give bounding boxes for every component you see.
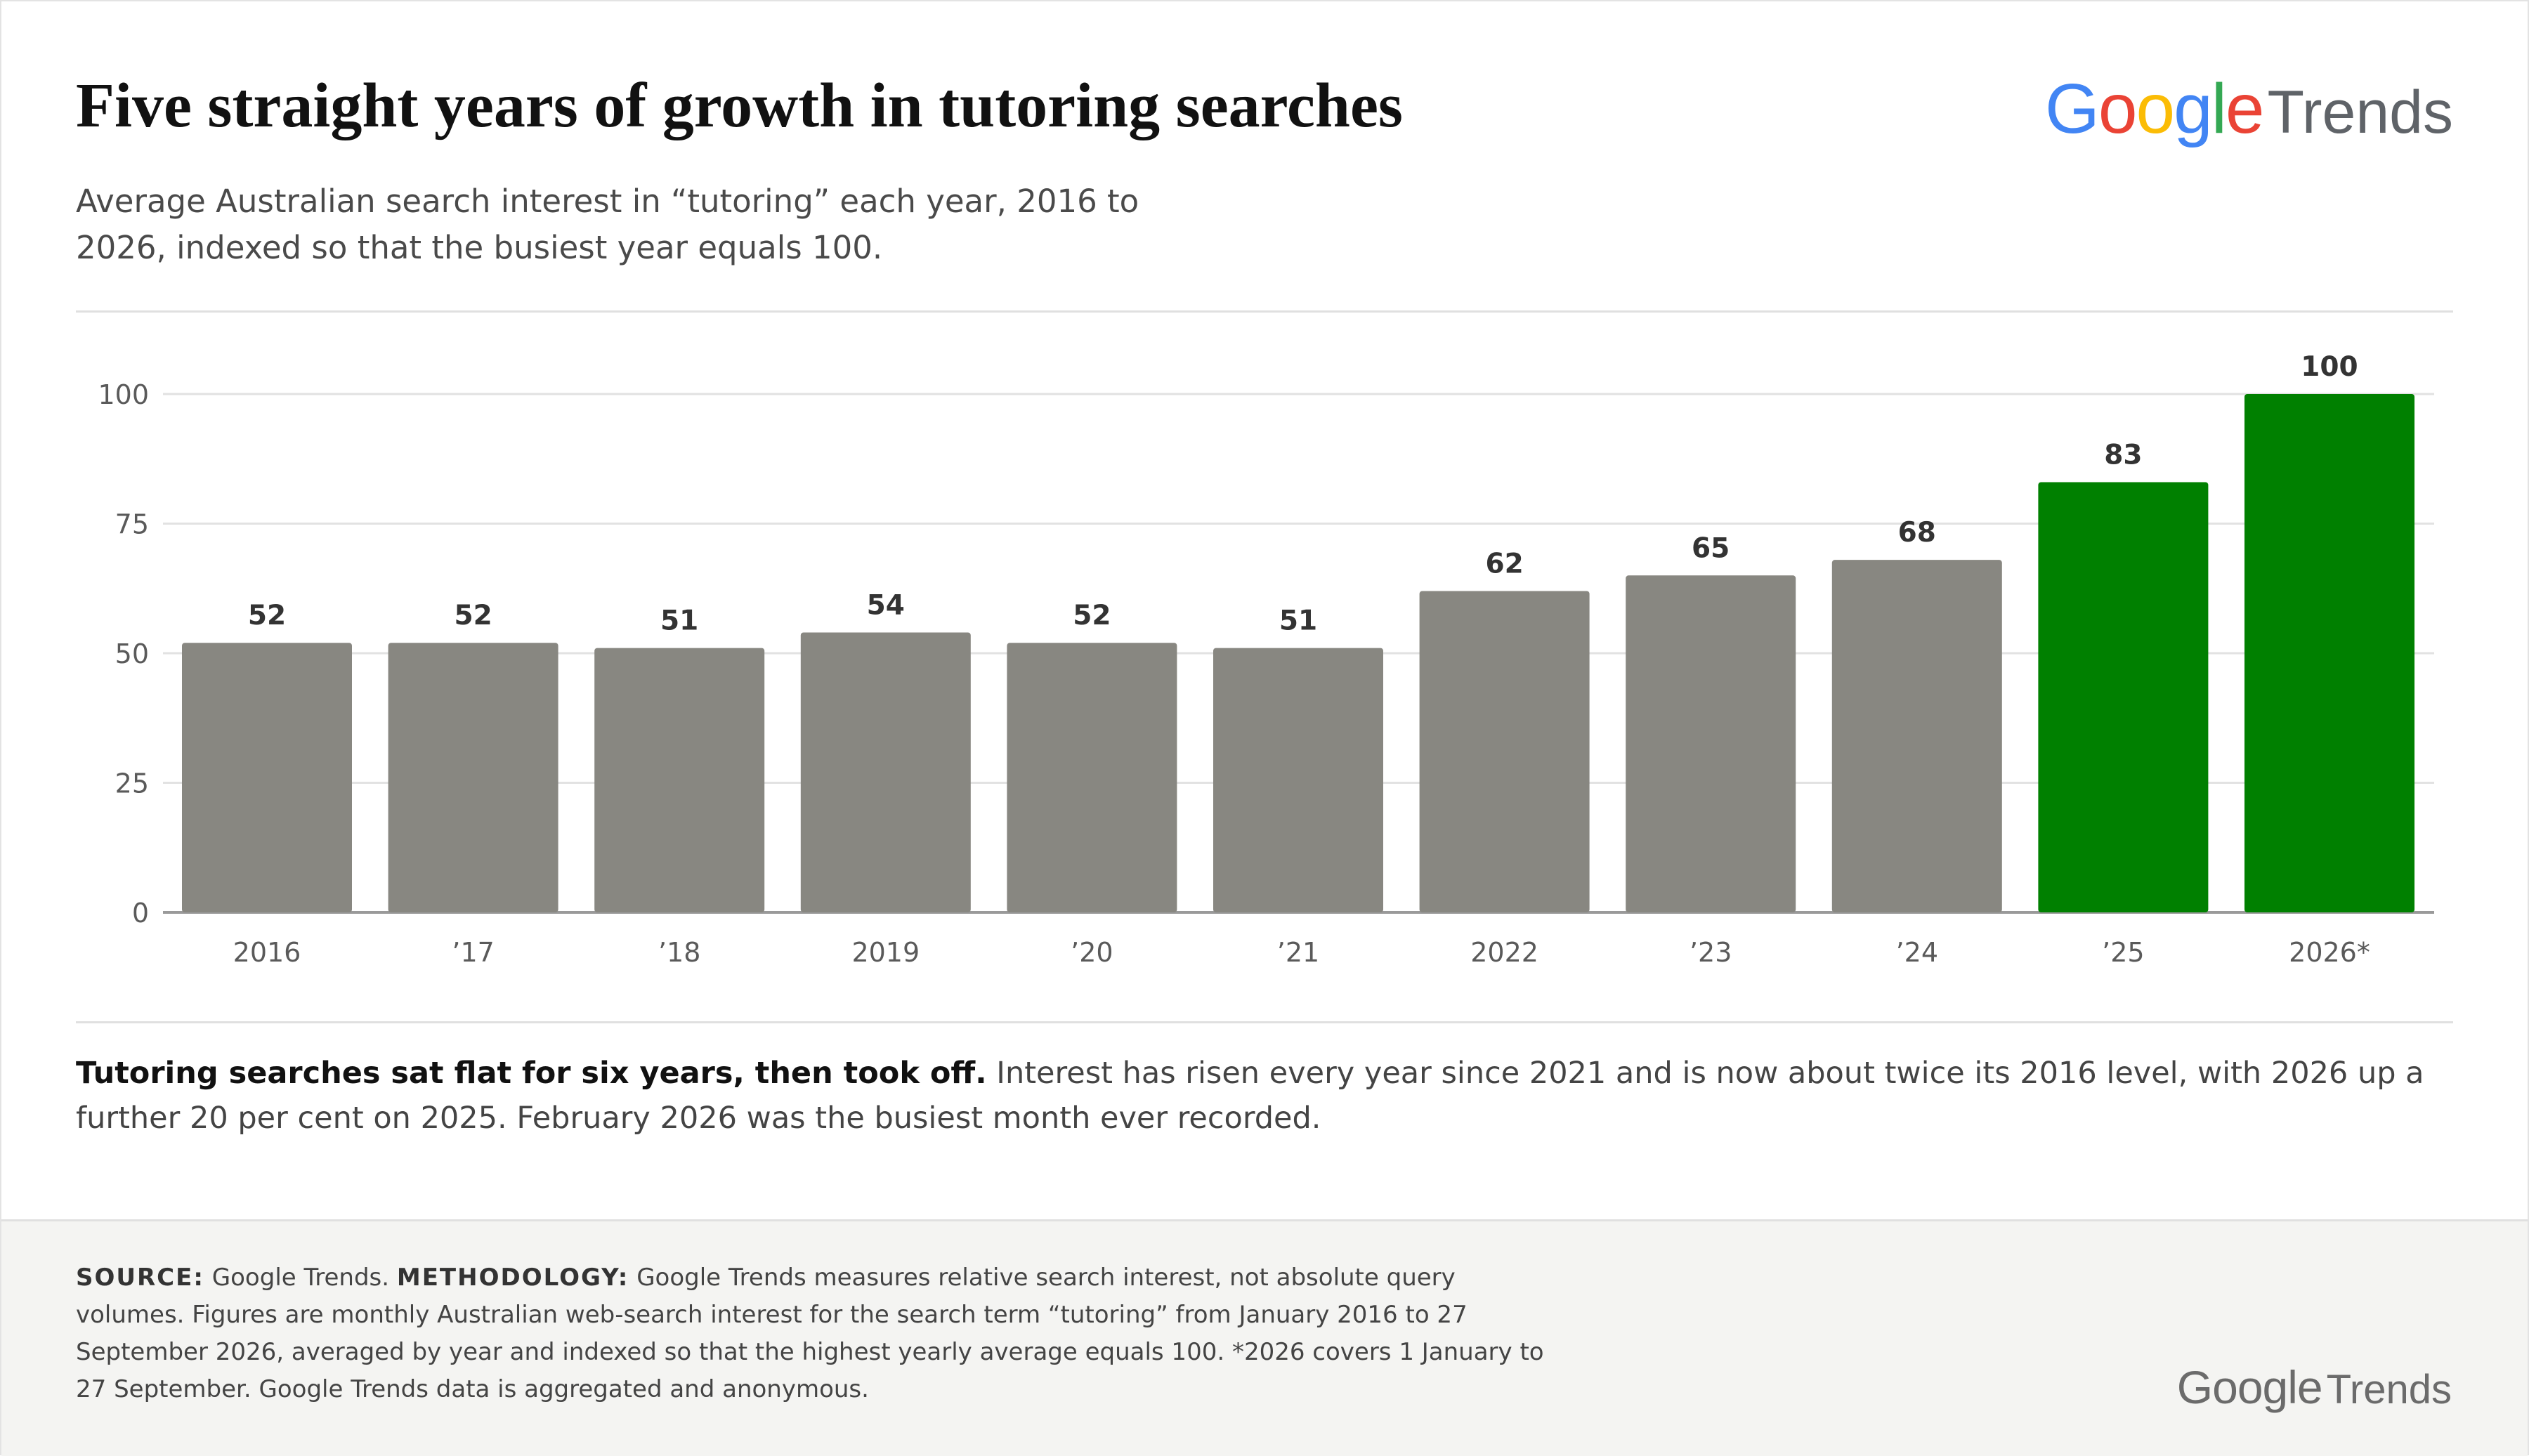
takeaway-lead: Tutoring searches sat flat for six years… — [76, 1056, 987, 1091]
y-tick-label: 75 — [115, 509, 149, 540]
google-trends-logo-footer: Google Trends — [2177, 1360, 2452, 1414]
chart-title: Five straight years of growth in tutorin… — [76, 71, 1403, 140]
x-tick-label: ’21 — [1277, 937, 1319, 968]
bar — [1419, 591, 1590, 912]
bar — [2244, 394, 2414, 912]
data-label: 65 — [1692, 532, 1730, 564]
data-label: 83 — [2104, 439, 2142, 471]
google-wordmark: Google — [2045, 69, 2265, 150]
google-trends-logo: Google Trends — [2045, 69, 2453, 150]
google-letter: g — [2174, 70, 2213, 148]
bar — [1626, 575, 1796, 912]
google-letter: e — [2225, 70, 2265, 148]
google-wordmark-footer: Google — [2176, 1361, 2323, 1413]
methodology-label: METHODOLOGY: — [396, 1264, 629, 1292]
y-tick-label: 100 — [98, 379, 149, 410]
bar — [1007, 643, 1177, 912]
bar — [594, 648, 765, 912]
x-tick-label: ’20 — [1071, 937, 1113, 968]
data-label: 100 — [2301, 351, 2358, 383]
google-letter: l — [2211, 70, 2227, 148]
source-note: SOURCE: Google Trends. METHODOLOGY: Goog… — [76, 1259, 1551, 1408]
trends-wordmark: Trends — [2267, 79, 2453, 146]
bars — [182, 394, 2414, 912]
source-label: SOURCE: — [76, 1264, 204, 1292]
x-tick-label: 2019 — [851, 937, 920, 968]
google-letter: o — [2098, 70, 2138, 148]
google-letter: G — [2045, 70, 2100, 148]
bar-chart: 0 25 50 75 100 52 2016 52 ’17 51 ’18 54 2019 52 ’20 51 ’… — [98, 351, 2434, 968]
methodology-text: Google Trends measures relative search i… — [76, 1264, 1544, 1403]
takeaway-body: Interest has risen every year since 2021… — [76, 1056, 2424, 1136]
x-tick-label: ’18 — [658, 937, 700, 968]
data-label: 68 — [1898, 517, 1936, 549]
trends-wordmark-footer: Trends — [2326, 1367, 2452, 1412]
bar — [1213, 648, 1383, 912]
divider-top — [76, 310, 2453, 313]
x-tick-label: 2026* — [2289, 937, 2370, 968]
divider-bottom — [76, 1021, 2453, 1023]
x-tick-label: 2016 — [233, 937, 301, 968]
takeaway-text: Tutoring searches sat flat for six years… — [76, 1051, 2464, 1141]
y-tick-label: 25 — [115, 768, 149, 799]
data-label: 52 — [1073, 600, 1111, 631]
x-tick-label: ’23 — [1690, 937, 1732, 968]
x-tick-label: ’17 — [452, 937, 494, 968]
y-tick-label: 0 — [132, 898, 149, 929]
bar — [800, 632, 971, 912]
y-tick-label: 50 — [115, 638, 149, 669]
labels: 0 25 50 75 100 52 2016 52 ’17 51 ’18 54 2019 52 ’20 51 ’… — [98, 351, 2370, 968]
data-label: 51 — [1279, 605, 1317, 637]
data-label: 52 — [248, 600, 286, 631]
chart-subtitle: Average Australian search interest in “t… — [76, 183, 1139, 266]
data-label: 62 — [1485, 548, 1523, 579]
x-tick-label: ’25 — [2102, 937, 2144, 968]
bar — [1831, 560, 2002, 912]
data-label: 52 — [454, 600, 492, 631]
bar — [182, 643, 352, 912]
x-tick-label: ’24 — [1896, 937, 1938, 968]
data-label: 54 — [867, 589, 905, 621]
data-label: 51 — [660, 605, 698, 637]
footer: SOURCE: Google Trends. METHODOLOGY: Goog… — [1, 1219, 2528, 1456]
bar — [388, 643, 558, 912]
bar — [2038, 482, 2209, 912]
google-letter: o — [2136, 70, 2175, 148]
source-text: Google Trends. — [211, 1264, 390, 1292]
x-tick-label: 2022 — [1470, 937, 1538, 968]
